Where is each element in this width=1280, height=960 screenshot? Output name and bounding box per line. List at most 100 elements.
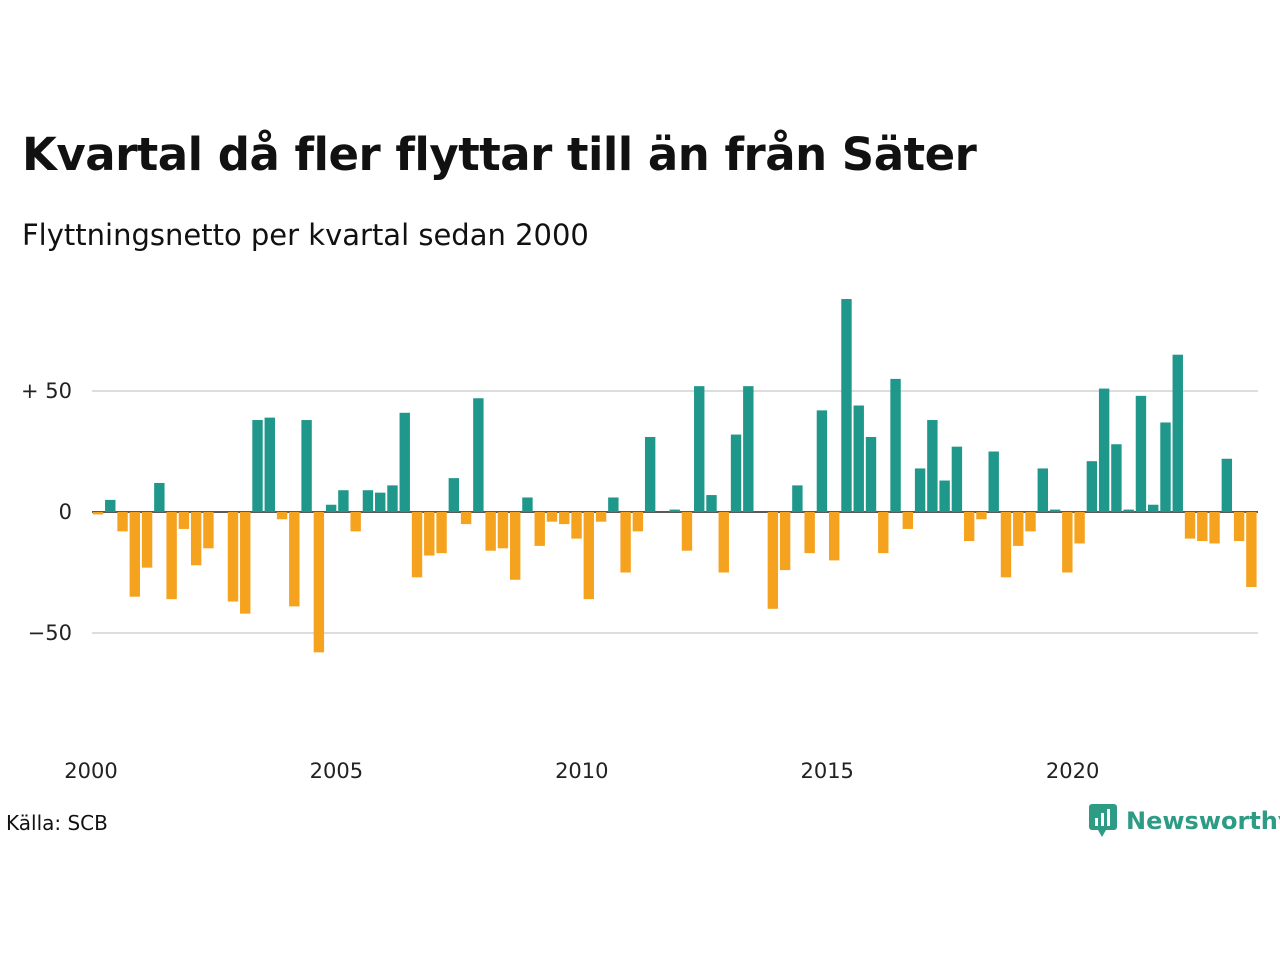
bar-positive	[914, 468, 926, 512]
bar-positive	[841, 299, 852, 512]
x-tick-label: 2020	[1046, 759, 1099, 783]
bar-negative	[976, 512, 987, 520]
bar-negative	[436, 512, 447, 554]
bar-positive	[951, 446, 963, 512]
bar-positive	[375, 492, 386, 512]
bar-positive	[301, 420, 312, 512]
bar-positive	[608, 497, 619, 512]
bar-negative	[178, 512, 190, 529]
bar-positive	[816, 410, 828, 512]
page-title: Kvartal då fler flyttar till än från Sät…	[22, 128, 977, 181]
bar-negative	[546, 512, 558, 522]
bar-positive	[387, 485, 398, 512]
bar-negative	[424, 512, 435, 556]
y-tick-label: + 50	[21, 379, 72, 403]
bar-negative	[718, 512, 729, 573]
bar-positive	[1123, 509, 1134, 512]
bar-negative	[497, 512, 509, 549]
bar-negative	[1209, 512, 1220, 544]
bar-negative	[583, 512, 594, 600]
bar-positive	[1049, 509, 1061, 512]
bar-positive	[448, 478, 460, 512]
bar-positive	[264, 417, 275, 512]
bar-negative	[963, 512, 975, 542]
x-tick-label: 2015	[800, 759, 853, 783]
bar-positive	[1148, 504, 1159, 512]
bar-positive	[1111, 444, 1122, 512]
x-axis-ticks: 2000 2005 2010 2015 2020	[64, 759, 1099, 783]
bar-negative	[117, 512, 128, 532]
bar-negative	[276, 512, 288, 520]
bar-positive	[1221, 458, 1233, 512]
brand-name: Newsworthy	[1126, 807, 1280, 835]
bar-positive	[988, 451, 999, 512]
x-tick-label: 2000	[64, 759, 117, 783]
bar-negative	[1062, 512, 1073, 573]
x-tick-label: 2010	[555, 759, 608, 783]
bar-positive	[853, 405, 864, 512]
bar-positive	[1098, 388, 1110, 512]
bar-negative	[1197, 512, 1208, 542]
bar-positive	[865, 436, 877, 512]
bar-negative	[534, 512, 545, 546]
bar-negative	[1184, 512, 1196, 539]
bar-negative	[1000, 512, 1012, 578]
brand-logo[interactable]: Newsworthy	[1088, 803, 1280, 839]
newsworthy-logo-icon	[1089, 804, 1117, 837]
bar-positive	[1037, 468, 1048, 512]
bar-negative	[559, 512, 570, 525]
bar-positive	[105, 499, 116, 512]
bar-positive	[1172, 354, 1183, 512]
bar-negative	[1233, 512, 1245, 542]
bar-negative	[804, 512, 815, 554]
bar-positive	[792, 485, 803, 512]
bar-negative	[632, 512, 644, 532]
bar-negative	[350, 512, 361, 532]
bar-positive	[927, 420, 938, 512]
bar-positive	[1135, 395, 1147, 512]
bar-negative	[571, 512, 582, 539]
bar-negative	[620, 512, 631, 573]
bar-positive	[730, 434, 742, 512]
bar-positive	[644, 436, 656, 512]
bar-negative	[1013, 512, 1024, 546]
x-tick-label: 2005	[310, 759, 363, 783]
bar-negative	[141, 512, 153, 568]
bar-negative	[767, 512, 779, 609]
bar-negative	[1246, 512, 1257, 588]
bar-positive	[338, 490, 349, 512]
bar-positive	[399, 412, 410, 512]
bar-positive	[522, 497, 533, 512]
bar-positive	[252, 420, 263, 512]
bar-positive	[890, 378, 901, 512]
bar-positive	[154, 482, 165, 512]
bar-negative	[681, 512, 693, 551]
bar-positive	[939, 480, 950, 512]
bar-negative	[460, 512, 472, 525]
bar-negative	[779, 512, 791, 571]
bar-negative	[92, 512, 104, 515]
y-tick-label: −50	[28, 621, 72, 645]
y-tick-label: 0	[59, 500, 72, 524]
source-note: Källa: SCB	[6, 811, 108, 835]
bar-positive	[362, 490, 374, 512]
bar-negative	[595, 512, 607, 522]
bar-negative	[240, 512, 251, 614]
bar-negative	[313, 512, 325, 653]
bar-negative	[411, 512, 423, 578]
bars	[92, 299, 1257, 653]
bar-negative	[902, 512, 914, 529]
bar-negative	[289, 512, 300, 607]
bar-positive	[473, 398, 484, 512]
bar-positive	[706, 495, 717, 512]
bar-positive	[325, 504, 337, 512]
bar-positive	[694, 386, 705, 512]
y-axis-ticks: + 50 0 −50	[21, 379, 72, 645]
bar-negative	[166, 512, 177, 600]
bar-negative	[829, 512, 840, 561]
bar-negative	[129, 512, 141, 597]
page-subtitle: Flyttningsnetto per kvartal sedan 2000	[22, 218, 589, 252]
bar-positive	[669, 509, 680, 512]
bar-negative	[227, 512, 239, 602]
